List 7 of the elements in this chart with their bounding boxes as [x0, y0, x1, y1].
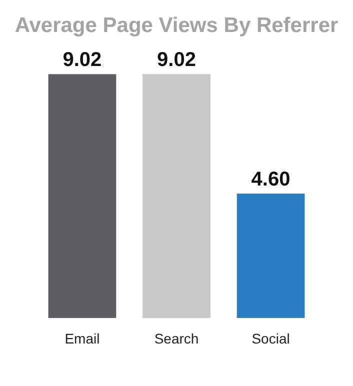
data-label: 4.60 [251, 168, 290, 191]
x-tick-label: Email [64, 330, 100, 346]
chart-title: Average Page Views By Referrer [14, 14, 338, 37]
data-label: 9.02 [157, 49, 196, 72]
data-label: 9.02 [62, 49, 102, 72]
x-tick-label: Search [154, 330, 199, 346]
x-tick-label: Social [252, 330, 290, 346]
